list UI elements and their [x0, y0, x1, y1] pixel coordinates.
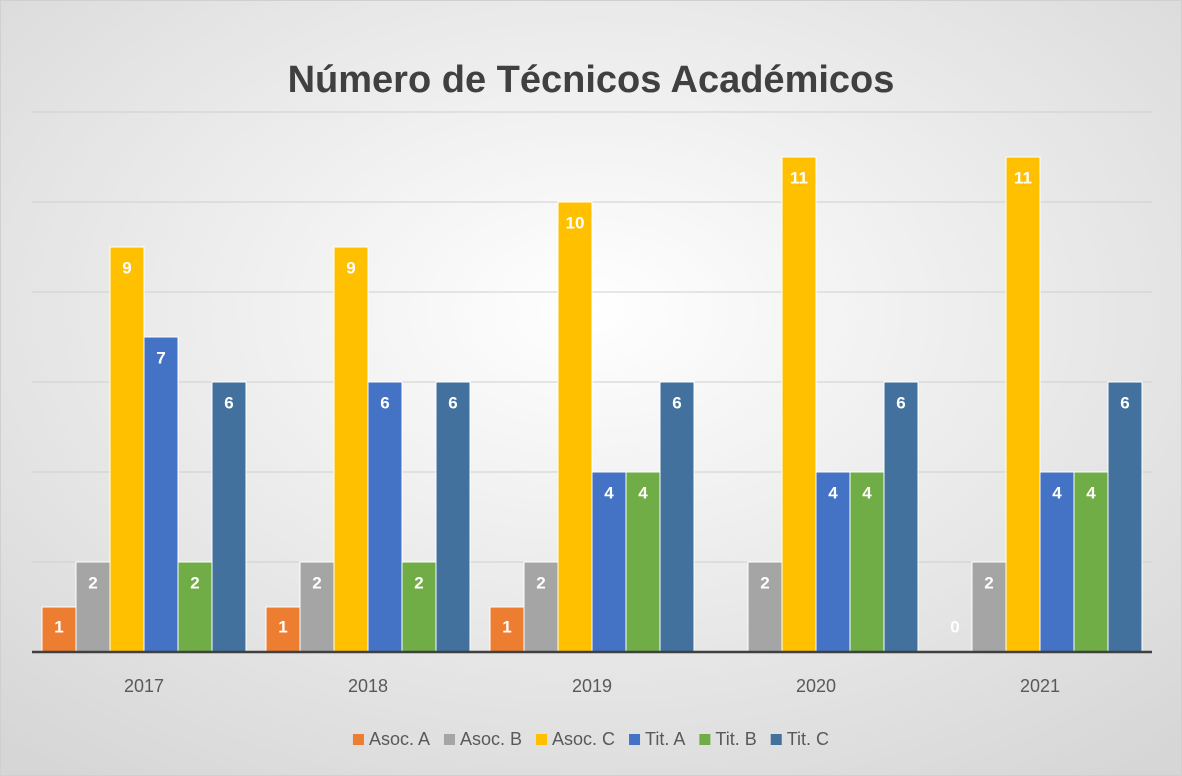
- data-label: 11: [790, 168, 808, 187]
- bar: [299, 561, 335, 653]
- data-label: 4: [604, 483, 614, 502]
- data-label: 6: [672, 393, 681, 412]
- x-tick-label: 2021: [1020, 676, 1060, 696]
- data-label: 2: [414, 573, 423, 592]
- bar: [265, 606, 301, 653]
- legend-label: Asoc. C: [552, 729, 615, 749]
- data-label: 4: [638, 483, 648, 502]
- bar: [849, 471, 885, 653]
- bar: [883, 381, 919, 653]
- data-label: 6: [1120, 393, 1129, 412]
- data-label: 9: [346, 258, 355, 277]
- data-label: 4: [828, 483, 838, 502]
- legend-swatch: [629, 734, 641, 745]
- legend-swatch: [536, 734, 548, 745]
- data-label: 4: [1052, 483, 1062, 502]
- data-label: 11: [1014, 168, 1032, 187]
- data-label: 4: [862, 483, 872, 502]
- bar: [1107, 381, 1143, 653]
- data-label: 0: [950, 617, 959, 636]
- bar: [143, 336, 179, 653]
- data-label: 1: [502, 617, 511, 636]
- data-label: 6: [380, 393, 389, 412]
- legend-swatch: [699, 734, 711, 745]
- bar: [557, 201, 593, 653]
- data-label: 6: [448, 393, 457, 412]
- data-label: 1: [54, 617, 63, 636]
- legend-swatch: [770, 734, 782, 745]
- bar: [659, 381, 695, 653]
- bar: [177, 561, 213, 653]
- legend-label: Tit. B: [715, 729, 756, 749]
- bar: [1005, 156, 1041, 653]
- data-label: 2: [536, 573, 545, 592]
- bar: [211, 381, 247, 653]
- x-tick-label: 2019: [572, 676, 612, 696]
- legend-label: Asoc. A: [369, 729, 430, 749]
- bar: [625, 471, 661, 653]
- legend-label: Tit. A: [645, 729, 685, 749]
- legend-label: Tit. C: [787, 729, 829, 749]
- data-label: 10: [566, 213, 585, 232]
- data-label: 2: [88, 573, 97, 592]
- bar: [435, 381, 471, 653]
- data-label: 1: [278, 617, 287, 636]
- bar: [41, 606, 77, 653]
- data-label: 2: [760, 573, 769, 592]
- x-tick-label: 2017: [124, 676, 164, 696]
- bar: [109, 246, 145, 653]
- legend-swatch: [443, 734, 455, 745]
- data-label: 2: [312, 573, 321, 592]
- data-label: 9: [122, 258, 131, 277]
- data-label: 7: [156, 348, 165, 367]
- bar: [815, 471, 851, 653]
- data-label: 4: [1086, 483, 1096, 502]
- bar: [971, 561, 1007, 653]
- data-label: 6: [224, 393, 233, 412]
- data-label: 6: [896, 393, 905, 412]
- bar: [333, 246, 369, 653]
- bar: [1039, 471, 1075, 653]
- bar: [1073, 471, 1109, 653]
- chart-title: Número de Técnicos Académicos: [288, 59, 895, 101]
- x-tick-label: 2018: [348, 676, 388, 696]
- data-label: 2: [984, 573, 993, 592]
- bar: [367, 381, 403, 653]
- bar: [75, 561, 111, 653]
- data-label: 2: [190, 573, 199, 592]
- bar: [781, 156, 817, 653]
- legend-label: Asoc. B: [460, 729, 522, 749]
- legend-swatch: [352, 734, 364, 745]
- x-tick-label: 2020: [796, 676, 836, 696]
